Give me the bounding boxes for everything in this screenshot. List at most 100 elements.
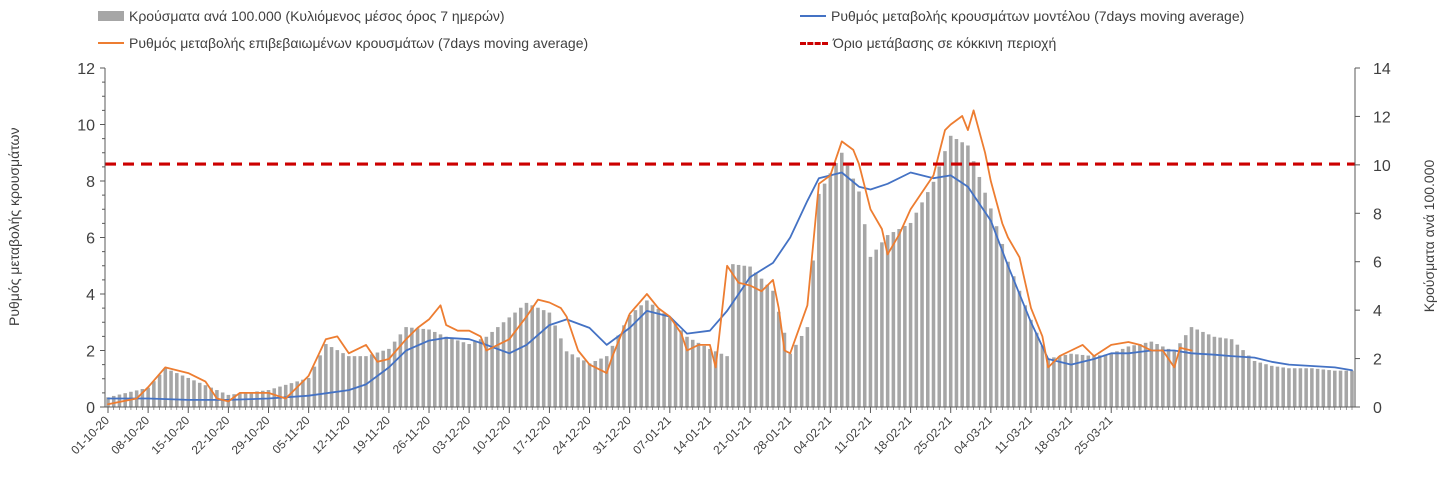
bar-mark — [1115, 351, 1119, 407]
bar-mark — [616, 335, 620, 407]
bar-mark — [914, 212, 919, 407]
bar-mark — [668, 317, 672, 407]
bar-mark — [702, 345, 706, 407]
bar-mark — [1086, 355, 1091, 407]
bar-mark — [450, 338, 454, 407]
bar-mark — [152, 381, 156, 407]
bar-mark — [1120, 348, 1125, 407]
bar-mark — [862, 224, 867, 407]
bar-mark — [358, 356, 363, 407]
bar-mark — [794, 344, 798, 407]
x-tick-label: 11-02-21 — [831, 413, 874, 456]
bar-mark — [948, 135, 953, 408]
bar-mark — [1321, 369, 1326, 407]
bar-mark — [937, 166, 942, 407]
bar-mark — [324, 344, 328, 407]
bar-mark — [1006, 261, 1010, 407]
x-tick-label: 11-03-21 — [992, 413, 1035, 456]
bar-mark — [186, 377, 191, 407]
bar-mark — [685, 336, 689, 407]
legend-label-confirmed: Ρυθμός μεταβολής επιβεβαιωμένων κρουσμάτ… — [129, 35, 589, 51]
bar-mark — [788, 353, 792, 407]
bar-mark — [857, 191, 861, 407]
x-tick-label: 18-03-21 — [1031, 413, 1075, 457]
bar-mark — [461, 342, 466, 407]
bar-mark — [1287, 368, 1291, 407]
bar-mark — [742, 265, 747, 407]
bar-mark — [570, 354, 575, 407]
bar-mark — [192, 380, 196, 407]
legend-label-model: Ρυθμός μεταβολής κρουσμάτων μοντέλου (7d… — [831, 8, 1245, 24]
bar-mark — [1161, 346, 1165, 407]
bar-mark — [690, 339, 695, 407]
legend-swatch-confirmed — [98, 42, 124, 44]
y-left-tick-label: 4 — [86, 287, 95, 304]
bar-mark — [1109, 353, 1113, 407]
bar-mark — [111, 395, 116, 407]
bar-mark — [404, 327, 408, 407]
bar-mark — [1304, 368, 1308, 407]
bar-mark — [656, 308, 661, 407]
y-left-tick-label: 2 — [86, 344, 95, 361]
bar-mark — [301, 379, 305, 407]
bar-mark — [364, 356, 368, 407]
bar-mark — [599, 358, 603, 407]
bar-mark — [381, 350, 385, 407]
bar-mark — [209, 387, 213, 407]
bar-mark — [960, 142, 964, 407]
y-left-tick-label: 6 — [86, 231, 95, 248]
x-tick-label: 14-01-21 — [670, 413, 714, 457]
legend-item-confirmed: Ρυθμός μεταβολής επιβεβαιωμένων κρουσμάτ… — [98, 35, 588, 51]
x-tick-label: 07-01-21 — [630, 413, 674, 457]
bar-mark — [673, 323, 678, 407]
bar-mark — [347, 356, 351, 407]
bar-mark — [1218, 337, 1222, 407]
bar-mark — [822, 183, 827, 407]
bar-mark — [541, 310, 546, 407]
legend-swatch-bars — [98, 11, 124, 21]
legend-label-bars: Κρούσματα ανά 100.000 (Κυλιόμενος μέσος … — [129, 8, 505, 24]
bar-mark — [106, 397, 110, 407]
bar-mark — [1143, 342, 1148, 407]
bar-mark — [840, 152, 844, 407]
bar-mark — [719, 353, 724, 407]
bar-mark — [1075, 354, 1079, 407]
bar-mark — [484, 336, 489, 407]
bar-mark — [387, 348, 391, 407]
bar-mark — [157, 374, 162, 407]
bar-mark — [943, 151, 947, 407]
bar-mark — [754, 272, 758, 407]
bar-mark — [1327, 370, 1331, 407]
bar-mark — [306, 377, 311, 407]
bar-mark — [903, 226, 907, 407]
y-left-tick-label: 0 — [86, 400, 95, 417]
bar-mark — [966, 145, 970, 408]
bar-mark — [576, 357, 580, 407]
x-tick-label: 03-12-20 — [429, 413, 473, 457]
bar-mark — [828, 173, 833, 407]
bar-mark — [197, 382, 202, 407]
x-tick-label: 29-10-20 — [229, 413, 273, 457]
bar-mark — [1097, 355, 1102, 407]
bar-mark — [1292, 368, 1297, 407]
x-tick-label: 04-02-21 — [791, 413, 835, 457]
bar-mark — [1178, 343, 1182, 407]
x-tick-label: 25-02-21 — [911, 413, 955, 457]
bar-mark — [908, 222, 913, 407]
bar-mark — [410, 327, 414, 407]
bar-mark — [582, 360, 586, 407]
bar-mark — [444, 336, 448, 407]
bar-mark — [1252, 360, 1257, 407]
bar-mark — [398, 334, 403, 407]
bar-mark — [1132, 345, 1136, 407]
x-tick-label: 26-11-20 — [390, 413, 433, 456]
legend-label-threshold: Όριο μετάβασης σε κόκκινη περιοχή — [833, 35, 1057, 51]
bar-mark — [1315, 368, 1320, 407]
bar-mark — [1269, 365, 1274, 407]
x-tick-label: 04-03-21 — [951, 413, 995, 457]
bar-mark — [513, 312, 517, 407]
bar-mark — [524, 302, 529, 407]
bar-mark — [1149, 341, 1154, 407]
bar-mark — [1298, 368, 1303, 407]
bar-mark — [295, 381, 299, 407]
